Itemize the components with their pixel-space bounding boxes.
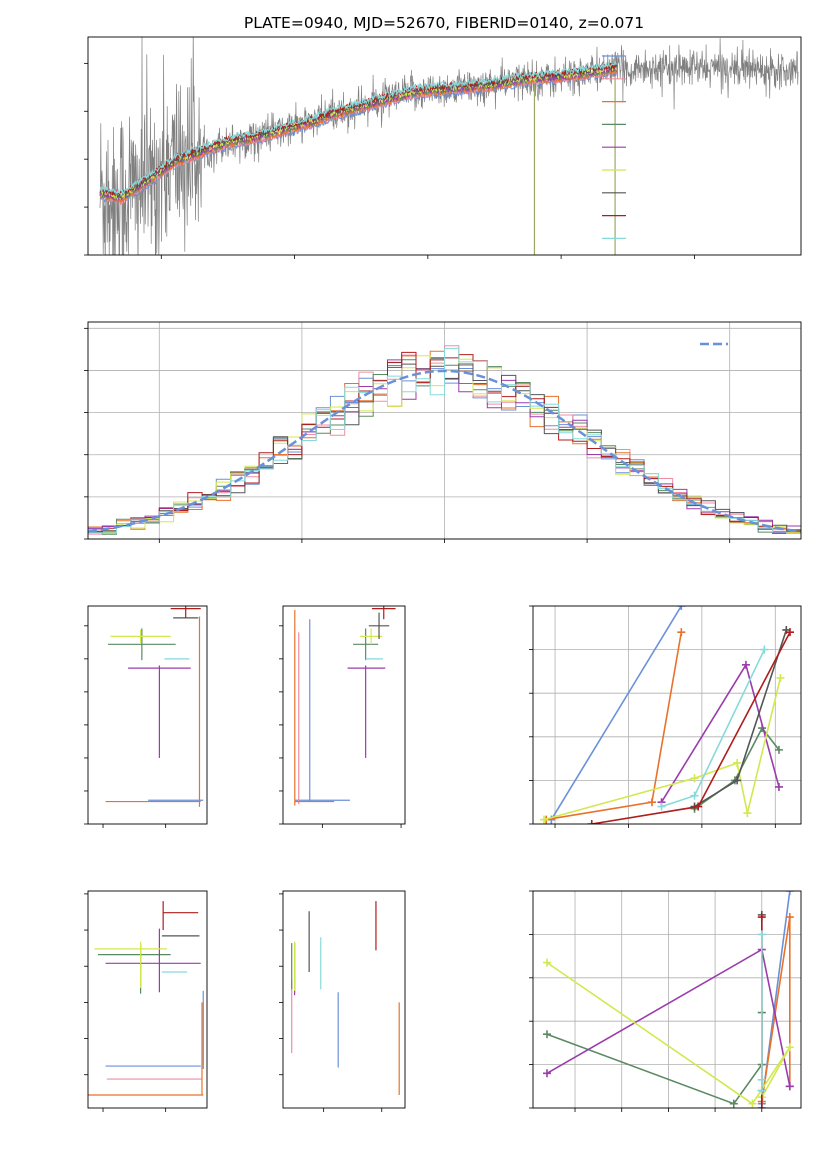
axes-frame <box>532 890 802 1109</box>
series-marker <box>785 891 794 895</box>
series-marker <box>690 791 699 800</box>
axes-frame <box>87 605 208 825</box>
series-marker <box>757 1086 766 1095</box>
series-marker <box>543 958 552 967</box>
axes-age-vs-Z <box>84 605 208 828</box>
axes-frame <box>87 36 802 256</box>
series-line <box>546 632 683 821</box>
series-marker <box>690 774 699 783</box>
series-marker <box>729 1099 738 1108</box>
axes-age-vs-mass <box>279 605 406 828</box>
series-marker <box>743 809 752 818</box>
series-line <box>546 961 791 1105</box>
series-marker <box>647 798 656 807</box>
plot-area-weight-vs-Z <box>543 891 794 1108</box>
series-marker <box>540 815 549 824</box>
series-line <box>546 1012 763 1105</box>
axes-weight-vs-age <box>529 605 802 828</box>
plot-area-weight-vs-age <box>540 606 794 824</box>
axes-frame <box>87 890 208 1109</box>
normal-reference-curve <box>88 369 801 533</box>
model-curve <box>99 60 617 197</box>
figure-title: PLATE=0940, MJD=52670, FIBERID=0140, z=0… <box>244 14 644 32</box>
plot-area-mass-vs-EBV <box>291 901 400 1095</box>
axes-mass-vs-EBV <box>279 890 406 1112</box>
series-marker <box>733 776 742 785</box>
series-marker <box>757 930 766 939</box>
series-marker <box>774 745 783 754</box>
plot-area-residual-hist <box>88 345 801 535</box>
spectrum-data-line <box>99 37 799 255</box>
axes-frame <box>282 890 406 1109</box>
series-marker <box>757 1075 766 1084</box>
series-marker <box>543 1030 552 1039</box>
series-marker <box>657 802 666 811</box>
axes-spectrum <box>84 36 802 259</box>
series-marker <box>785 913 794 922</box>
series-marker <box>677 606 686 610</box>
plot-area-mass-vs-Z <box>88 901 204 1096</box>
series-marker <box>741 660 750 669</box>
axes-mass-vs-Z <box>84 890 208 1112</box>
series-marker <box>694 802 703 811</box>
series-marker <box>543 1069 552 1078</box>
plot-area-age-vs-Z <box>105 606 204 807</box>
series-marker <box>757 913 766 922</box>
plot-area-age-vs-mass <box>294 606 396 806</box>
axes-weight-vs-Z <box>529 890 802 1112</box>
axes-frame <box>282 605 406 825</box>
series-marker <box>748 1099 757 1108</box>
axes-residual-hist <box>84 321 802 543</box>
axes-frame <box>532 605 802 825</box>
series-line <box>550 606 682 821</box>
axes-frame <box>87 321 802 540</box>
series-marker <box>785 628 794 637</box>
series-marker <box>757 1104 766 1108</box>
legend <box>602 55 626 239</box>
series-marker <box>785 1082 794 1091</box>
series-marker <box>785 1043 794 1052</box>
series-marker <box>587 820 596 824</box>
series-marker <box>774 782 783 791</box>
series-marker <box>760 645 769 654</box>
series-marker <box>776 673 785 682</box>
series-marker <box>733 758 742 767</box>
series-marker <box>677 628 686 637</box>
plot-area-spectrum <box>99 37 799 255</box>
